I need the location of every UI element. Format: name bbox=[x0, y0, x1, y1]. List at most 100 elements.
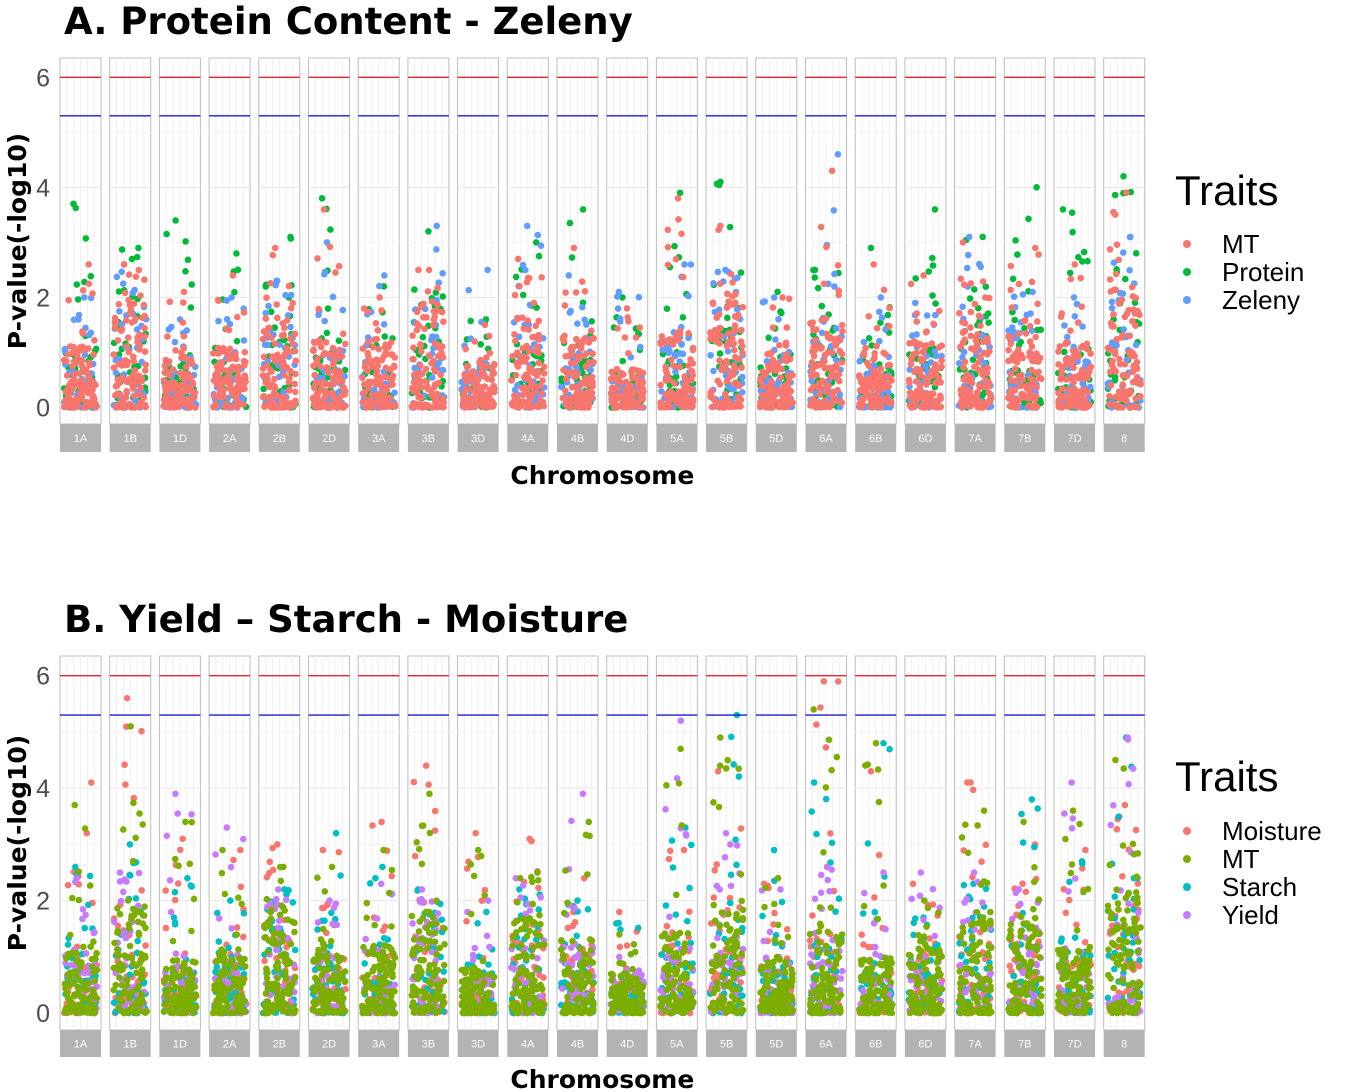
point-mt bbox=[222, 400, 230, 408]
point-mt bbox=[783, 324, 791, 331]
point-mt bbox=[965, 397, 973, 405]
point-mt bbox=[132, 273, 140, 281]
point-moisture bbox=[138, 727, 145, 735]
point-mt bbox=[636, 324, 644, 331]
point-mt bbox=[477, 356, 484, 364]
point-protein bbox=[1066, 269, 1074, 277]
point-mt bbox=[74, 398, 82, 405]
y-tick-label: 6 bbox=[36, 64, 50, 92]
point-zeleny bbox=[75, 311, 83, 319]
point-mt bbox=[914, 342, 922, 349]
point-mt bbox=[721, 404, 728, 411]
point-max-mt bbox=[514, 255, 522, 263]
point-mt bbox=[882, 351, 889, 358]
y-tick-label: 4 bbox=[36, 174, 50, 202]
point-mt bbox=[873, 324, 881, 332]
point-mt bbox=[587, 327, 595, 335]
point-mt bbox=[316, 397, 323, 405]
point-mt bbox=[134, 918, 142, 926]
point-mt bbox=[732, 379, 740, 386]
point-mt bbox=[1110, 208, 1117, 216]
point-max-mt bbox=[481, 321, 489, 329]
point-mt bbox=[563, 375, 570, 383]
point-mt bbox=[977, 322, 984, 330]
point-mt bbox=[66, 975, 73, 982]
point-mt bbox=[191, 389, 199, 396]
point-mt bbox=[141, 276, 148, 284]
point-protein bbox=[1011, 316, 1018, 324]
point-mt bbox=[121, 988, 128, 995]
point-mt bbox=[815, 362, 822, 369]
point-mt bbox=[185, 374, 192, 382]
point-protein bbox=[82, 235, 90, 242]
point-mt bbox=[658, 333, 666, 340]
point-mt bbox=[769, 304, 777, 311]
point-mt bbox=[269, 251, 277, 259]
point-protein bbox=[1132, 250, 1140, 257]
point-mt bbox=[239, 385, 246, 393]
point-mt bbox=[527, 367, 534, 375]
point-mt bbox=[527, 404, 535, 411]
point-mt bbox=[384, 345, 391, 352]
point-mt bbox=[75, 896, 83, 904]
point-mt bbox=[469, 368, 476, 376]
point-mt bbox=[823, 330, 831, 338]
point-moisture bbox=[138, 887, 145, 894]
point-max-mt bbox=[870, 261, 877, 268]
point-mt bbox=[1021, 317, 1029, 324]
point-mt bbox=[112, 392, 119, 399]
point-zeleny bbox=[223, 316, 231, 323]
point-mt bbox=[711, 327, 719, 334]
point-mt bbox=[564, 369, 571, 377]
point-mt bbox=[333, 404, 340, 411]
point-mt bbox=[614, 394, 621, 401]
point-moisture bbox=[122, 781, 129, 788]
point-mt bbox=[179, 389, 186, 396]
point-mt bbox=[136, 346, 143, 353]
point-mt bbox=[162, 388, 169, 395]
point-mt bbox=[364, 349, 372, 357]
point-mt bbox=[676, 330, 684, 338]
point-mt bbox=[737, 402, 744, 410]
facet-strip-label: 8 bbox=[1121, 433, 1127, 445]
point-protein bbox=[985, 319, 992, 327]
point-mt bbox=[984, 399, 991, 406]
point-mt bbox=[1112, 368, 1120, 375]
point-max-mt bbox=[1071, 261, 1078, 268]
point-mt bbox=[779, 392, 786, 400]
point-mt bbox=[140, 301, 148, 309]
point-mt bbox=[589, 350, 596, 358]
point-mt bbox=[527, 379, 535, 386]
point-mt bbox=[738, 364, 745, 372]
point-mt bbox=[132, 834, 139, 842]
point-zeleny bbox=[339, 306, 347, 314]
point-mt bbox=[234, 313, 241, 321]
point-protein bbox=[271, 324, 279, 332]
point-mt bbox=[984, 335, 991, 342]
point-mt bbox=[439, 353, 447, 361]
y-axis-label: P-value(-log10) bbox=[3, 735, 32, 951]
point-mt bbox=[91, 977, 99, 984]
point-mt bbox=[1034, 300, 1041, 308]
point-mt bbox=[823, 243, 830, 251]
point-mt bbox=[1067, 327, 1074, 335]
point-zeleny bbox=[287, 291, 295, 299]
point-mt bbox=[928, 367, 936, 375]
point-mt bbox=[716, 280, 724, 288]
point-zeleny bbox=[707, 352, 714, 359]
point-max-zeleny bbox=[80, 294, 88, 301]
point-mt bbox=[834, 262, 842, 269]
point-protein bbox=[1068, 209, 1076, 216]
point-mt bbox=[1015, 330, 1023, 338]
point-mt bbox=[310, 395, 318, 402]
point-mt bbox=[431, 313, 439, 321]
facet-6d: 6D bbox=[904, 57, 947, 452]
point-mt bbox=[131, 367, 139, 374]
point-mt bbox=[525, 326, 532, 333]
point-protein bbox=[568, 254, 576, 261]
facet-strip-label: 4B bbox=[571, 433, 584, 445]
point-mt bbox=[388, 351, 395, 358]
point-mt bbox=[409, 384, 416, 392]
point-mt bbox=[329, 344, 337, 352]
point-mt bbox=[259, 372, 267, 379]
